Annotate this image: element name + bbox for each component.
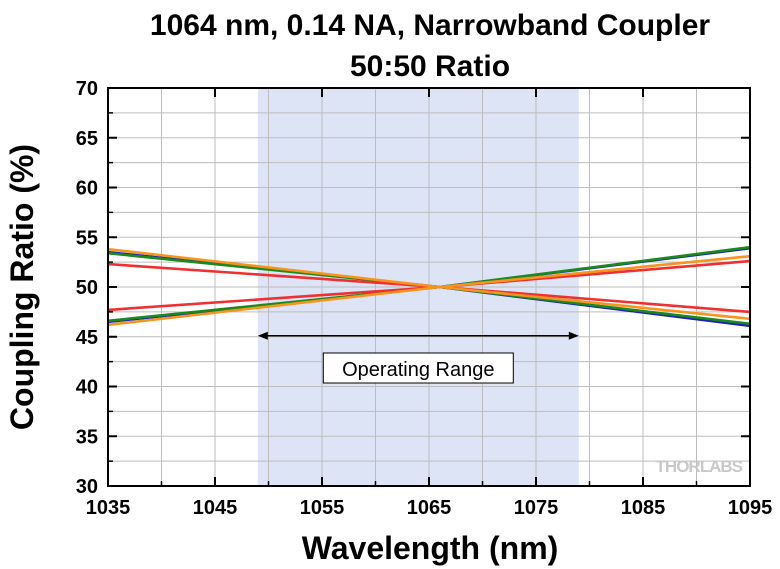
x-tick-label: 1035 — [86, 497, 131, 519]
chart-title: 1064 nm, 0.14 NA, Narrowband Coupler — [150, 9, 710, 42]
y-tick-label: 50 — [76, 277, 98, 299]
annotation-group: Operating Range — [257, 331, 579, 384]
x-tick-label: 1085 — [621, 497, 666, 519]
y-tick-label: 70 — [76, 78, 98, 100]
y-tick-label: 55 — [76, 227, 98, 249]
x-tick-labels: 1035 1045 1055 1065 1075 1085 1095 — [86, 497, 773, 519]
operating-range-box — [322, 352, 514, 384]
x-tick-label: 1075 — [514, 497, 559, 519]
x-tick-label: 1095 — [728, 497, 773, 519]
operating-range-label: Operating Range — [342, 359, 494, 381]
y-tick-label: 35 — [76, 426, 98, 448]
y-tick-label: 45 — [76, 327, 98, 349]
chart-subtitle: 50:50 Ratio — [350, 50, 510, 83]
series-group — [107, 245, 751, 328]
x-tick-label: 1065 — [407, 497, 452, 519]
y-tick-labels: 30 35 40 45 50 55 60 65 70 — [76, 78, 98, 498]
y-tick-label: 60 — [76, 178, 98, 200]
y-tick-label: 65 — [76, 128, 98, 150]
series-line-8 — [107, 254, 751, 327]
y-tick-label: 30 — [76, 476, 98, 498]
axes — [107, 87, 751, 487]
operating-range-arrowhead-right — [568, 331, 579, 340]
x-axis-title: Wavelength (nm) — [302, 530, 559, 566]
operating-range-arrowhead-left — [257, 331, 268, 340]
y-axis-title: Coupling Ratio (%) — [4, 144, 40, 430]
y-tick-label: 40 — [76, 377, 98, 399]
thorlabs-watermark: THORLABS — [656, 457, 743, 476]
x-tick-label: 1055 — [300, 497, 345, 519]
x-tick-label: 1045 — [193, 497, 238, 519]
